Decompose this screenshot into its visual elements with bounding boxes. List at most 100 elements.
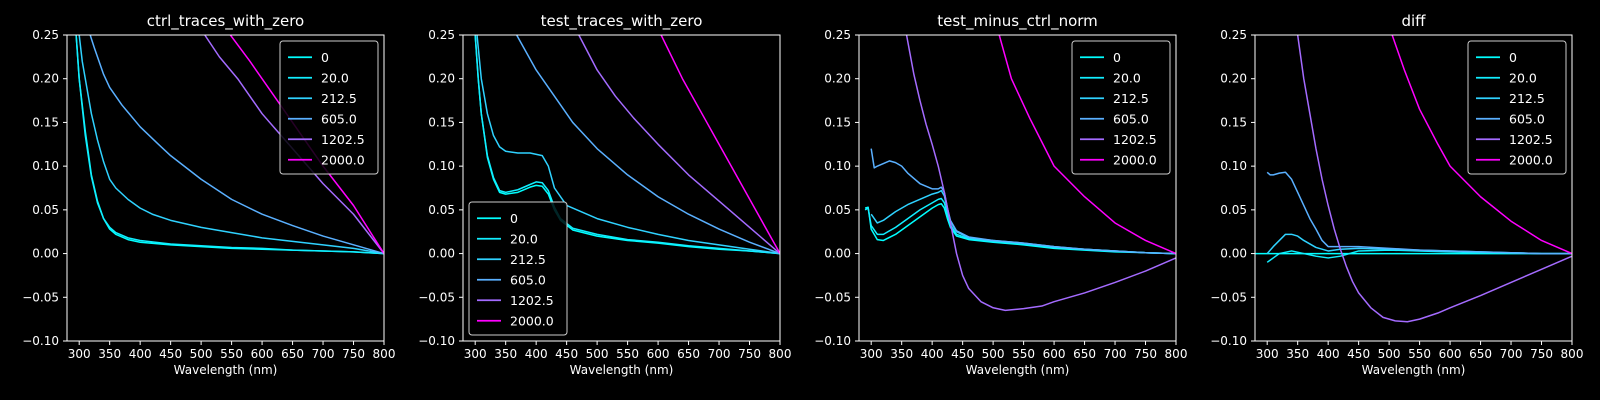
- y-tick-label: 0.25: [824, 28, 851, 42]
- legend-label: 0: [510, 211, 518, 226]
- y-tick-label: −0.10: [418, 334, 455, 348]
- y-tick-label: −0.05: [1210, 290, 1247, 304]
- x-tick-label: 550: [1012, 347, 1035, 361]
- chart-panel-0: 300 350 400 450 500 550 600 650 700 750 800 −0.10 −0…: [22, 12, 395, 377]
- legend-label: 212.5: [1509, 91, 1545, 106]
- y-tick-label: 0.15: [428, 115, 455, 129]
- y-tick-label: 0.05: [824, 203, 851, 217]
- y-tick-label: −0.05: [418, 290, 455, 304]
- x-tick-label: 700: [1500, 347, 1523, 361]
- legend: 0 20.0 212.5 605.0 1202.5 2000.0: [279, 40, 379, 175]
- x-tick-label: 300: [860, 347, 883, 361]
- chart-panel-3: 300 350 400 450 500 550 600 650 700 750 800 −0.10 −0…: [1210, 12, 1583, 377]
- y-tick-label: −0.10: [1210, 334, 1247, 348]
- x-tick-label: 650: [281, 347, 304, 361]
- series-line-605.0: [870, 148, 1176, 255]
- legend-label: 605.0: [321, 111, 357, 126]
- series-line-212.5: [476, 35, 780, 255]
- chart-title: ctrl_traces_with_zero: [147, 12, 304, 31]
- x-tick-label: 750: [1134, 347, 1157, 361]
- x-tick-label: 550: [1408, 347, 1431, 361]
- x-tick-label: 350: [98, 347, 121, 361]
- x-tick-label: 450: [1347, 347, 1370, 361]
- x-tick-label: 400: [1317, 347, 1340, 361]
- x-axis-label: Wavelength (nm): [174, 363, 278, 377]
- axes-frame: [462, 34, 781, 342]
- series-group: [864, 35, 1176, 312]
- legend-label: 605.0: [1113, 111, 1149, 126]
- chart-panel-2: 300 350 400 450 500 550 600 650 700 750 800 −0.10 −0…: [814, 12, 1187, 377]
- x-tick-label: 650: [1073, 347, 1096, 361]
- series-group: [1255, 35, 1572, 323]
- y-tick-label: −0.05: [22, 290, 59, 304]
- y-tick-label: 0.25: [428, 28, 455, 42]
- y-tick-label: 0.00: [1220, 247, 1247, 261]
- x-tick-label: 300: [68, 347, 91, 361]
- series-line-1202.5: [905, 35, 1176, 312]
- chart-title: diff: [1401, 12, 1426, 30]
- x-tick-label: 450: [555, 347, 578, 361]
- series-line-605.0: [515, 35, 780, 255]
- x-tick-label: 800: [1561, 347, 1584, 361]
- y-tick-label: −0.10: [22, 334, 59, 348]
- legend-label: 0: [321, 50, 329, 65]
- chart-title: test_minus_ctrl_norm: [937, 12, 1098, 31]
- axes-frame: [858, 34, 1177, 342]
- y-tick-label: 0.20: [428, 72, 455, 86]
- chart-panel-1: 300 350 400 450 500 550 600 650 700 750 800 −0.10 −0…: [418, 12, 791, 377]
- series-group: [474, 35, 780, 255]
- legend-box: [1071, 40, 1171, 175]
- y-tick-label: −0.05: [814, 290, 851, 304]
- y-tick-label: 0.05: [1220, 203, 1247, 217]
- legend-label: 20.0: [510, 231, 538, 246]
- y-tick-label: 0.10: [1220, 159, 1247, 173]
- x-tick-label: 600: [251, 347, 274, 361]
- legend: 0 20.0 212.5 605.0 1202.5 2000.0: [1071, 40, 1171, 175]
- x-tick-label: 750: [738, 347, 761, 361]
- x-tick-label: 300: [464, 347, 487, 361]
- y-tick-label: 0.10: [428, 159, 455, 173]
- chart-title: test_traces_with_zero: [541, 12, 703, 31]
- x-tick-label: 400: [921, 347, 944, 361]
- x-tick-label: 700: [708, 347, 731, 361]
- legend-label: 20.0: [321, 70, 349, 85]
- x-tick-label: 600: [1043, 347, 1066, 361]
- legend-label: 0: [1509, 50, 1517, 65]
- series-line-212.5: [78, 35, 384, 255]
- x-tick-label: 500: [982, 347, 1005, 361]
- legend-label: 2000.0: [321, 152, 365, 167]
- legend: 0 20.0 212.5 605.0 1202.5 2000.0: [468, 201, 568, 336]
- x-tick-label: 450: [951, 347, 974, 361]
- x-tick-label: 350: [890, 347, 913, 361]
- legend: 0 20.0 212.5 605.0 1202.5 2000.0: [1467, 40, 1567, 175]
- series-line-1202.5: [204, 35, 384, 255]
- x-tick-label: 500: [190, 347, 213, 361]
- y-tick-label: 0.10: [32, 159, 59, 173]
- legend-label: 20.0: [1113, 70, 1141, 85]
- x-tick-label: 750: [1530, 347, 1553, 361]
- series-line-1202.5: [578, 35, 780, 255]
- y-tick-label: 0.15: [1220, 115, 1247, 129]
- legend-label: 2000.0: [1509, 152, 1553, 167]
- legend-label: 212.5: [321, 91, 357, 106]
- series-line-1202.5: [1296, 35, 1572, 323]
- x-tick-label: 800: [1165, 347, 1188, 361]
- series-line-20.0: [75, 35, 384, 255]
- x-tick-label: 550: [220, 347, 243, 361]
- y-tick-label: 0.20: [1220, 72, 1247, 86]
- legend-label: 2000.0: [510, 313, 554, 328]
- legend-box: [1467, 40, 1567, 175]
- series-line-2000.0: [1391, 35, 1572, 255]
- x-tick-label: 650: [1469, 347, 1492, 361]
- series-line-2000.0: [660, 35, 780, 254]
- y-tick-label: −0.10: [814, 334, 851, 348]
- y-tick-label: 0.00: [824, 247, 851, 261]
- y-tick-label: 0.05: [32, 203, 59, 217]
- series-line-605.0: [89, 35, 384, 255]
- legend-label: 20.0: [1509, 70, 1537, 85]
- legend-label: 605.0: [510, 272, 546, 287]
- x-tick-label: 700: [312, 347, 335, 361]
- series-line-605.0: [1266, 171, 1572, 255]
- x-tick-label: 350: [1286, 347, 1309, 361]
- series-line-20.0: [474, 35, 780, 255]
